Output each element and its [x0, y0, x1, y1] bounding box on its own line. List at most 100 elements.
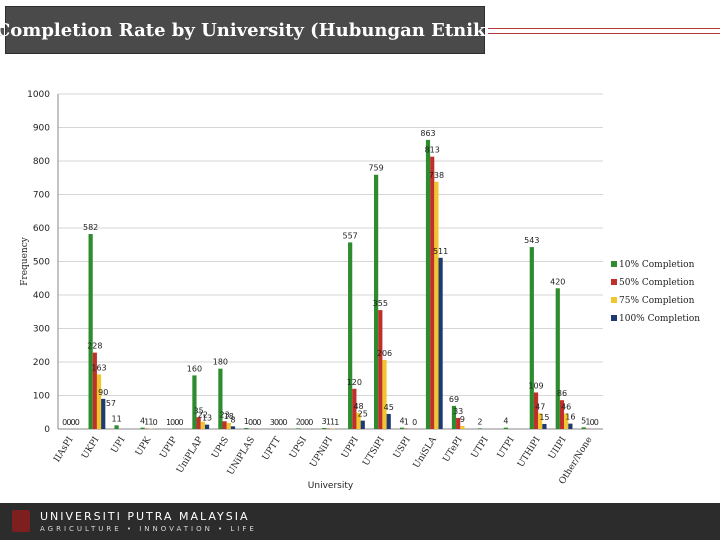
y-tick-label: 1000 — [27, 90, 50, 100]
data-label: 109 — [528, 381, 543, 390]
legend-label-1: 10% Completion — [619, 260, 695, 270]
x-tick-label: UPtS — [210, 435, 231, 460]
data-label: 48 — [353, 402, 363, 411]
x-tick-label: UPK — [134, 435, 153, 458]
bar-UTSiPI-1 — [374, 174, 379, 429]
data-label: 5 — [581, 416, 586, 425]
data-label: 0 — [66, 418, 71, 427]
data-label: 18 — [224, 412, 234, 421]
data-label: 69 — [449, 395, 459, 404]
x-axis-title: University — [308, 481, 354, 491]
data-label: 45 — [384, 403, 394, 412]
bar-UniSLA-2 — [430, 156, 435, 429]
data-label: 759 — [368, 164, 383, 173]
bar-UIIPI-4 — [568, 423, 573, 429]
y-tick-label: 700 — [33, 191, 50, 201]
university-logo-icon — [12, 510, 30, 532]
data-label: 23 — [219, 410, 229, 419]
data-label: 0 — [179, 418, 184, 427]
bar-UTePI-1 — [451, 405, 457, 429]
legend-swatch-3 — [611, 297, 617, 303]
x-tick-label: UKPI — [80, 435, 101, 461]
data-label: 25 — [358, 410, 368, 419]
bar-Other/None-1 — [581, 427, 586, 429]
bar-UniPLAP-4 — [204, 424, 210, 429]
data-label: 1 — [404, 418, 409, 427]
bar-UPK-1 — [140, 427, 145, 429]
data-label: 47 — [535, 402, 545, 411]
bar-UniSLA-3 — [434, 181, 439, 429]
data-label: 180 — [213, 358, 228, 367]
x-tick-label: UPSI — [288, 435, 309, 460]
legend-swatch-2 — [611, 279, 617, 285]
bar-UniPLAP-2 — [196, 417, 201, 429]
x-tick-label: UTPI — [470, 435, 491, 460]
bar-UIIPI-2 — [559, 400, 565, 429]
data-label: 511 — [433, 247, 448, 256]
bar-UPPI-4 — [360, 420, 365, 429]
bar-UIIPI-3 — [564, 413, 569, 429]
data-label: 1 — [334, 418, 339, 427]
x-tick-label: UPIP — [159, 435, 180, 460]
bar-UTePI-2 — [456, 417, 461, 429]
y-tick-label: 0 — [44, 425, 50, 435]
data-label: 11 — [111, 414, 121, 423]
data-label: 0 — [170, 418, 175, 427]
data-label: 557 — [343, 231, 358, 240]
bar-UNiPLAS-1 — [244, 427, 249, 429]
data-label: 1 — [585, 418, 590, 427]
data-label: 0 — [252, 418, 257, 427]
data-label: 0 — [300, 418, 305, 427]
data-label: 160 — [187, 364, 202, 373]
data-label: 0 — [71, 418, 76, 427]
x-tick-label: UTHiPI — [516, 435, 543, 469]
data-label: 1 — [244, 417, 249, 426]
data-label: 4 — [140, 417, 145, 426]
decorative-line-top — [488, 28, 720, 29]
bar-UTPI-1 — [503, 427, 508, 429]
left-edge-marker — [0, 28, 4, 36]
y-tick-label: 600 — [33, 224, 50, 234]
bar-UPtS-2 — [222, 421, 227, 429]
bar-UPtS-1 — [218, 368, 223, 429]
data-label: 0 — [248, 418, 253, 427]
data-label: 163 — [91, 363, 106, 372]
data-label: 0 — [274, 418, 279, 427]
x-tick-label: UPTT — [261, 435, 283, 462]
x-tick-label: IIAsPI — [52, 435, 75, 464]
data-label: 1 — [166, 418, 171, 427]
bar-UKPI-4 — [101, 398, 106, 429]
title-banner: Completion Rate by University (Hubungan … — [0, 6, 494, 54]
data-label: 15 — [539, 413, 549, 422]
bar-UPNiPI-1 — [322, 427, 327, 429]
data-label: 46 — [561, 403, 571, 412]
bar-UPPI-1 — [348, 242, 353, 429]
data-label: 1 — [148, 418, 153, 427]
bar-UTSiPI-3 — [382, 359, 387, 429]
data-label: 8 — [230, 415, 235, 424]
data-label: 4 — [503, 417, 508, 426]
x-tick-label: UPI — [110, 435, 128, 455]
data-label: 0 — [174, 418, 179, 427]
data-label: 35 — [194, 406, 204, 415]
data-label: 1 — [326, 418, 331, 427]
data-label: 582 — [83, 223, 98, 232]
data-label: 0 — [282, 418, 287, 427]
bar-UniPLAP-3 — [200, 421, 205, 429]
x-tick-label: UPPI — [340, 435, 361, 460]
bar-UPPI-3 — [356, 412, 361, 429]
bar-UTHiPI-1 — [529, 247, 534, 429]
data-label: 9 — [460, 415, 465, 424]
data-label: 16 — [565, 413, 575, 422]
data-label: 0 — [590, 418, 595, 427]
legend-label-2: 50% Completion — [619, 278, 695, 288]
x-tick-label: USPI — [392, 435, 413, 460]
bar-UPPI-2 — [352, 388, 357, 429]
x-tick-label: UIIPI — [547, 435, 569, 461]
y-tick-label: 200 — [33, 358, 50, 368]
data-label: 90 — [98, 388, 108, 397]
x-tick-label: UPNiPI — [309, 435, 336, 470]
data-label: 0 — [256, 418, 261, 427]
data-label: 0 — [153, 418, 158, 427]
bar-UPtS-4 — [230, 426, 236, 429]
